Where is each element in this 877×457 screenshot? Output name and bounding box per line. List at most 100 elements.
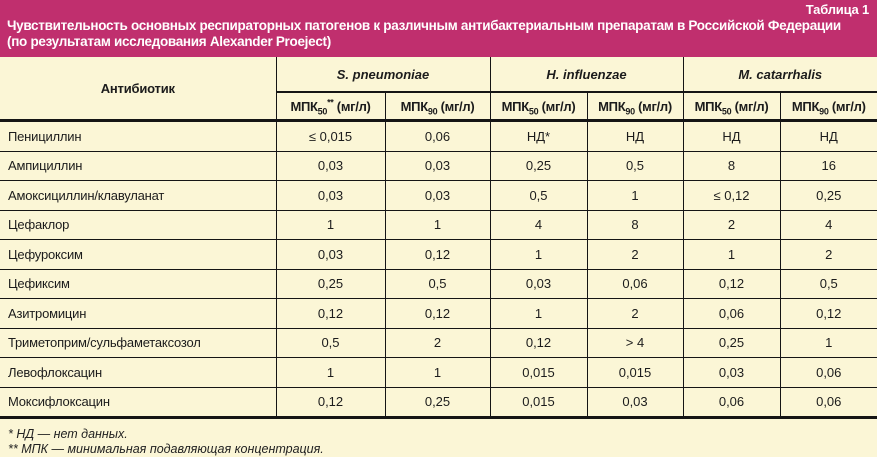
mic-value: 0,25	[682, 328, 780, 358]
mic-value: 0,015	[489, 357, 587, 388]
table-row: Цефаклор 1 1 4 8 2 4	[0, 210, 877, 240]
sensitivity-table: Антибиотик S. pneumoniae H. influenzae M…	[0, 57, 877, 419]
mic-value: 0,03	[275, 151, 385, 181]
column-group-m-catarrhalis: M. catarrhalis	[682, 57, 877, 93]
mic-value: 1	[275, 210, 385, 240]
table-row: Ампициллин 0,03 0,03 0,25 0,5 8 16	[0, 151, 877, 181]
mic-value: 0,12	[489, 328, 587, 358]
mic-value: НД*	[489, 120, 587, 152]
table-body: Пенициллин ≤ 0,015 0,06 НД* НД НД НД Ампициллин…	[0, 120, 877, 419]
mic-value: НД	[682, 120, 780, 152]
mic-value: 2	[779, 239, 877, 270]
mic-value: 1	[384, 210, 490, 240]
antibiotic-name: Цефуроксим	[0, 239, 276, 270]
mic-value: 0,015	[489, 387, 587, 419]
mic-value: 0,03	[384, 180, 490, 211]
mic-value: 1	[779, 328, 877, 358]
mic-value: 4	[779, 210, 877, 240]
antibiotic-name: Триметоприм/сульфаметаксозол	[0, 328, 276, 358]
mic-value: 0,12	[384, 239, 490, 270]
mic-value: 0,5	[489, 180, 587, 211]
antibiotic-name: Цефиксим	[0, 269, 276, 299]
footnote-nd: * НД — нет данных.	[8, 427, 128, 441]
mic-value: 0,12	[275, 298, 385, 329]
mic-value: НД	[779, 120, 877, 152]
mic-value: 0,5	[779, 269, 877, 299]
mic-value: 1	[384, 357, 490, 388]
figure-title-line2: (по результатам исследования Alexander P…	[7, 33, 331, 49]
mic-value: 0,06	[779, 387, 877, 419]
mic-value: 0,06	[384, 120, 490, 152]
column-header-mic-90: МПК90 (мг/л)	[586, 92, 683, 122]
mic-value: 0,25	[384, 387, 490, 419]
mic-value: 0,015	[586, 357, 683, 388]
table-row: Цефуроксим 0,03 0,12 1 2 1 2	[0, 239, 877, 270]
mic-value: НД	[586, 120, 683, 152]
mic-value: 0,03	[275, 239, 385, 270]
antibiotic-name: Амоксициллин/клавуланат	[0, 180, 276, 211]
mic-value: 2	[586, 298, 683, 329]
mic-value: 2	[586, 239, 683, 270]
mic-value: 0,03	[682, 357, 780, 388]
antibiotic-name: Моксифлоксацин	[0, 387, 276, 419]
column-group-s-pneumoniae: S. pneumoniae	[275, 57, 490, 93]
mic-value: 0,03	[489, 269, 587, 299]
subheader-row: МПК50** (мг/л) МПК90 (мг/л) МПК50 (мг/л) МП…	[0, 92, 877, 122]
mic-value: 0,12	[682, 269, 780, 299]
mic-value: 8	[586, 210, 683, 240]
mic-value: ≤ 0,12	[682, 180, 780, 211]
mic-value: 0,5	[275, 328, 385, 358]
mic-value: 0,06	[682, 298, 780, 329]
antibiotic-name: Цефаклор	[0, 210, 276, 240]
mic-value: 0,12	[779, 298, 877, 329]
column-header-mic-50: МПК50 (мг/л)	[682, 92, 780, 122]
mic-value: 0,12	[384, 298, 490, 329]
table-row: Пенициллин ≤ 0,015 0,06 НД* НД НД НД	[0, 120, 877, 152]
antibiotic-name: Азитромицин	[0, 298, 276, 329]
antibiotic-name: Пенициллин	[0, 120, 276, 152]
mic-value: 0,12	[275, 387, 385, 419]
mic-value: 0,03	[586, 387, 683, 419]
figure-header-band: Таблица 1 Чувствительность основных респ…	[0, 0, 877, 57]
mic-value: > 4	[586, 328, 683, 358]
column-header-mic-90: МПК90 (мг/л)	[384, 92, 490, 122]
mic-value: 0,06	[682, 387, 780, 419]
column-header-mic-50: МПК50** (мг/л)	[275, 92, 385, 122]
mic-value: 1	[682, 239, 780, 270]
table-header: Антибиотик S. pneumoniae H. influenzae M…	[0, 57, 877, 122]
mic-value: 8	[682, 151, 780, 181]
mic-value: 0,06	[779, 357, 877, 388]
mic-value: ≤ 0,015	[275, 120, 385, 152]
footnote-mic: ** МПК — минимальная подавляющая концент…	[8, 442, 324, 456]
table-number-label: Таблица 1	[805, 2, 869, 17]
footnotes: * НД — нет данных. ** МПК — минимальная …	[8, 427, 877, 457]
column-group-h-influenzae: H. influenzae	[489, 57, 683, 93]
column-header-antibiotic: Антибиотик	[0, 57, 276, 122]
table-row: Амоксициллин/клавуланат 0,03 0,03 0,5 1 ≤ 0,1…	[0, 180, 877, 211]
antibiotic-name: Ампициллин	[0, 151, 276, 181]
mic-value: 0,25	[779, 180, 877, 211]
column-header-mic-50: МПК50 (мг/л)	[489, 92, 587, 122]
mic-value: 0,5	[586, 151, 683, 181]
figure-title: Чувствительность основных респираторных …	[7, 18, 869, 49]
mic-value: 0,25	[489, 151, 587, 181]
mic-value: 0,25	[275, 269, 385, 299]
mic-value: 4	[489, 210, 587, 240]
figure-title-line1: Чувствительность основных респираторных …	[7, 18, 841, 33]
mic-value: 1	[489, 298, 587, 329]
mic-value: 2	[384, 328, 490, 358]
mic-value: 0,03	[275, 180, 385, 211]
mic-value: 1	[586, 180, 683, 211]
column-header-mic-90: МПК90 (мг/л)	[779, 92, 877, 122]
antibiotic-name: Левофлоксацин	[0, 357, 276, 388]
table-row: Азитромицин 0,12 0,12 1 2 0,06 0,12	[0, 298, 877, 329]
mic-value: 0,06	[586, 269, 683, 299]
mic-value: 1	[275, 357, 385, 388]
table-row: Цефиксим 0,25 0,5 0,03 0,06 0,12 0,5	[0, 269, 877, 299]
mic-value: 1	[489, 239, 587, 270]
mic-value: 16	[779, 151, 877, 181]
table-row: Левофлоксацин 1 1 0,015 0,015 0,03 0,06	[0, 357, 877, 388]
